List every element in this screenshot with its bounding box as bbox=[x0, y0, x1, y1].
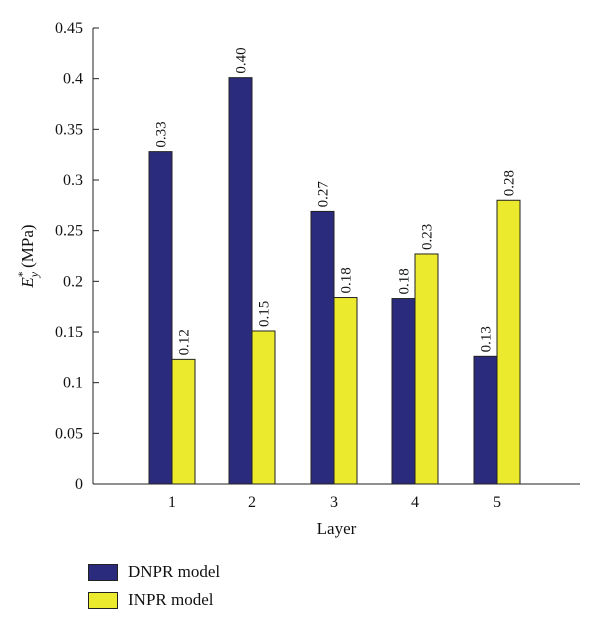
x-tick-label: 3 bbox=[330, 494, 338, 511]
bar bbox=[171, 358, 196, 485]
y-tick-label: 0.1 bbox=[63, 375, 83, 392]
x-tick-label: 5 bbox=[493, 494, 501, 511]
legend-label-dnpr: DNPR model bbox=[128, 562, 221, 581]
x-tick-label: 1 bbox=[168, 494, 176, 511]
legend-swatch-inpr bbox=[88, 591, 118, 609]
data-label: 0.13 bbox=[479, 326, 495, 352]
data-label: 0.33 bbox=[154, 121, 170, 147]
y-tick-label: 0.3 bbox=[63, 172, 83, 189]
bar-chart: 0 0.05 0.1 0.15 0.2 0.25 0.3 0.35 0.4 0.45 1 2 3 4 5 0… bbox=[15, 20, 580, 538]
data-label: 0.28 bbox=[502, 170, 518, 196]
y-tick-label: 0.15 bbox=[55, 324, 83, 341]
data-label: 0.18 bbox=[339, 267, 355, 293]
y-tick-label: 0.35 bbox=[55, 121, 83, 138]
x-axis-title: Layer bbox=[317, 519, 357, 538]
x-tick-label: 4 bbox=[411, 494, 419, 511]
legend-item-dnpr: DNPR model bbox=[88, 558, 220, 586]
bar bbox=[473, 355, 498, 485]
data-labels-group: 0.33 0.40 0.27 0.18 0.13 0.12 0.15 0.18 0.23 0.28 bbox=[154, 47, 518, 355]
bar bbox=[251, 330, 276, 485]
y-tick-label: 0.4 bbox=[63, 71, 83, 88]
bar bbox=[496, 199, 521, 485]
data-label: 0.23 bbox=[420, 224, 436, 250]
data-label: 0.12 bbox=[177, 329, 193, 355]
bars-group bbox=[148, 77, 521, 485]
y-tick-label: 0.05 bbox=[55, 425, 83, 442]
bar bbox=[310, 210, 335, 485]
legend: DNPR model INPR model bbox=[88, 558, 220, 614]
y-tick-label: 0 bbox=[75, 476, 83, 493]
y-tick-label: 0.2 bbox=[63, 273, 83, 290]
y-axis-title: E*y(MPa) bbox=[15, 224, 41, 288]
axes: 0 0.05 0.1 0.15 0.2 0.25 0.3 0.35 0.4 0.45 1 2 3 4 5 bbox=[55, 20, 580, 511]
legend-swatch-dnpr bbox=[88, 563, 118, 581]
legend-item-inpr: INPR model bbox=[88, 586, 220, 614]
data-label: 0.27 bbox=[316, 181, 332, 208]
bar bbox=[414, 253, 439, 485]
x-tick-label: 2 bbox=[248, 494, 256, 511]
data-label: 0.18 bbox=[397, 268, 413, 294]
bar bbox=[391, 298, 416, 485]
bar bbox=[333, 297, 358, 485]
bar bbox=[228, 77, 253, 485]
data-label: 0.15 bbox=[257, 301, 273, 327]
y-tick-label: 0.45 bbox=[55, 20, 83, 37]
legend-label-inpr: INPR model bbox=[128, 590, 214, 609]
bar bbox=[148, 151, 173, 485]
data-label: 0.40 bbox=[234, 47, 250, 73]
y-tick-label: 0.25 bbox=[55, 223, 83, 240]
